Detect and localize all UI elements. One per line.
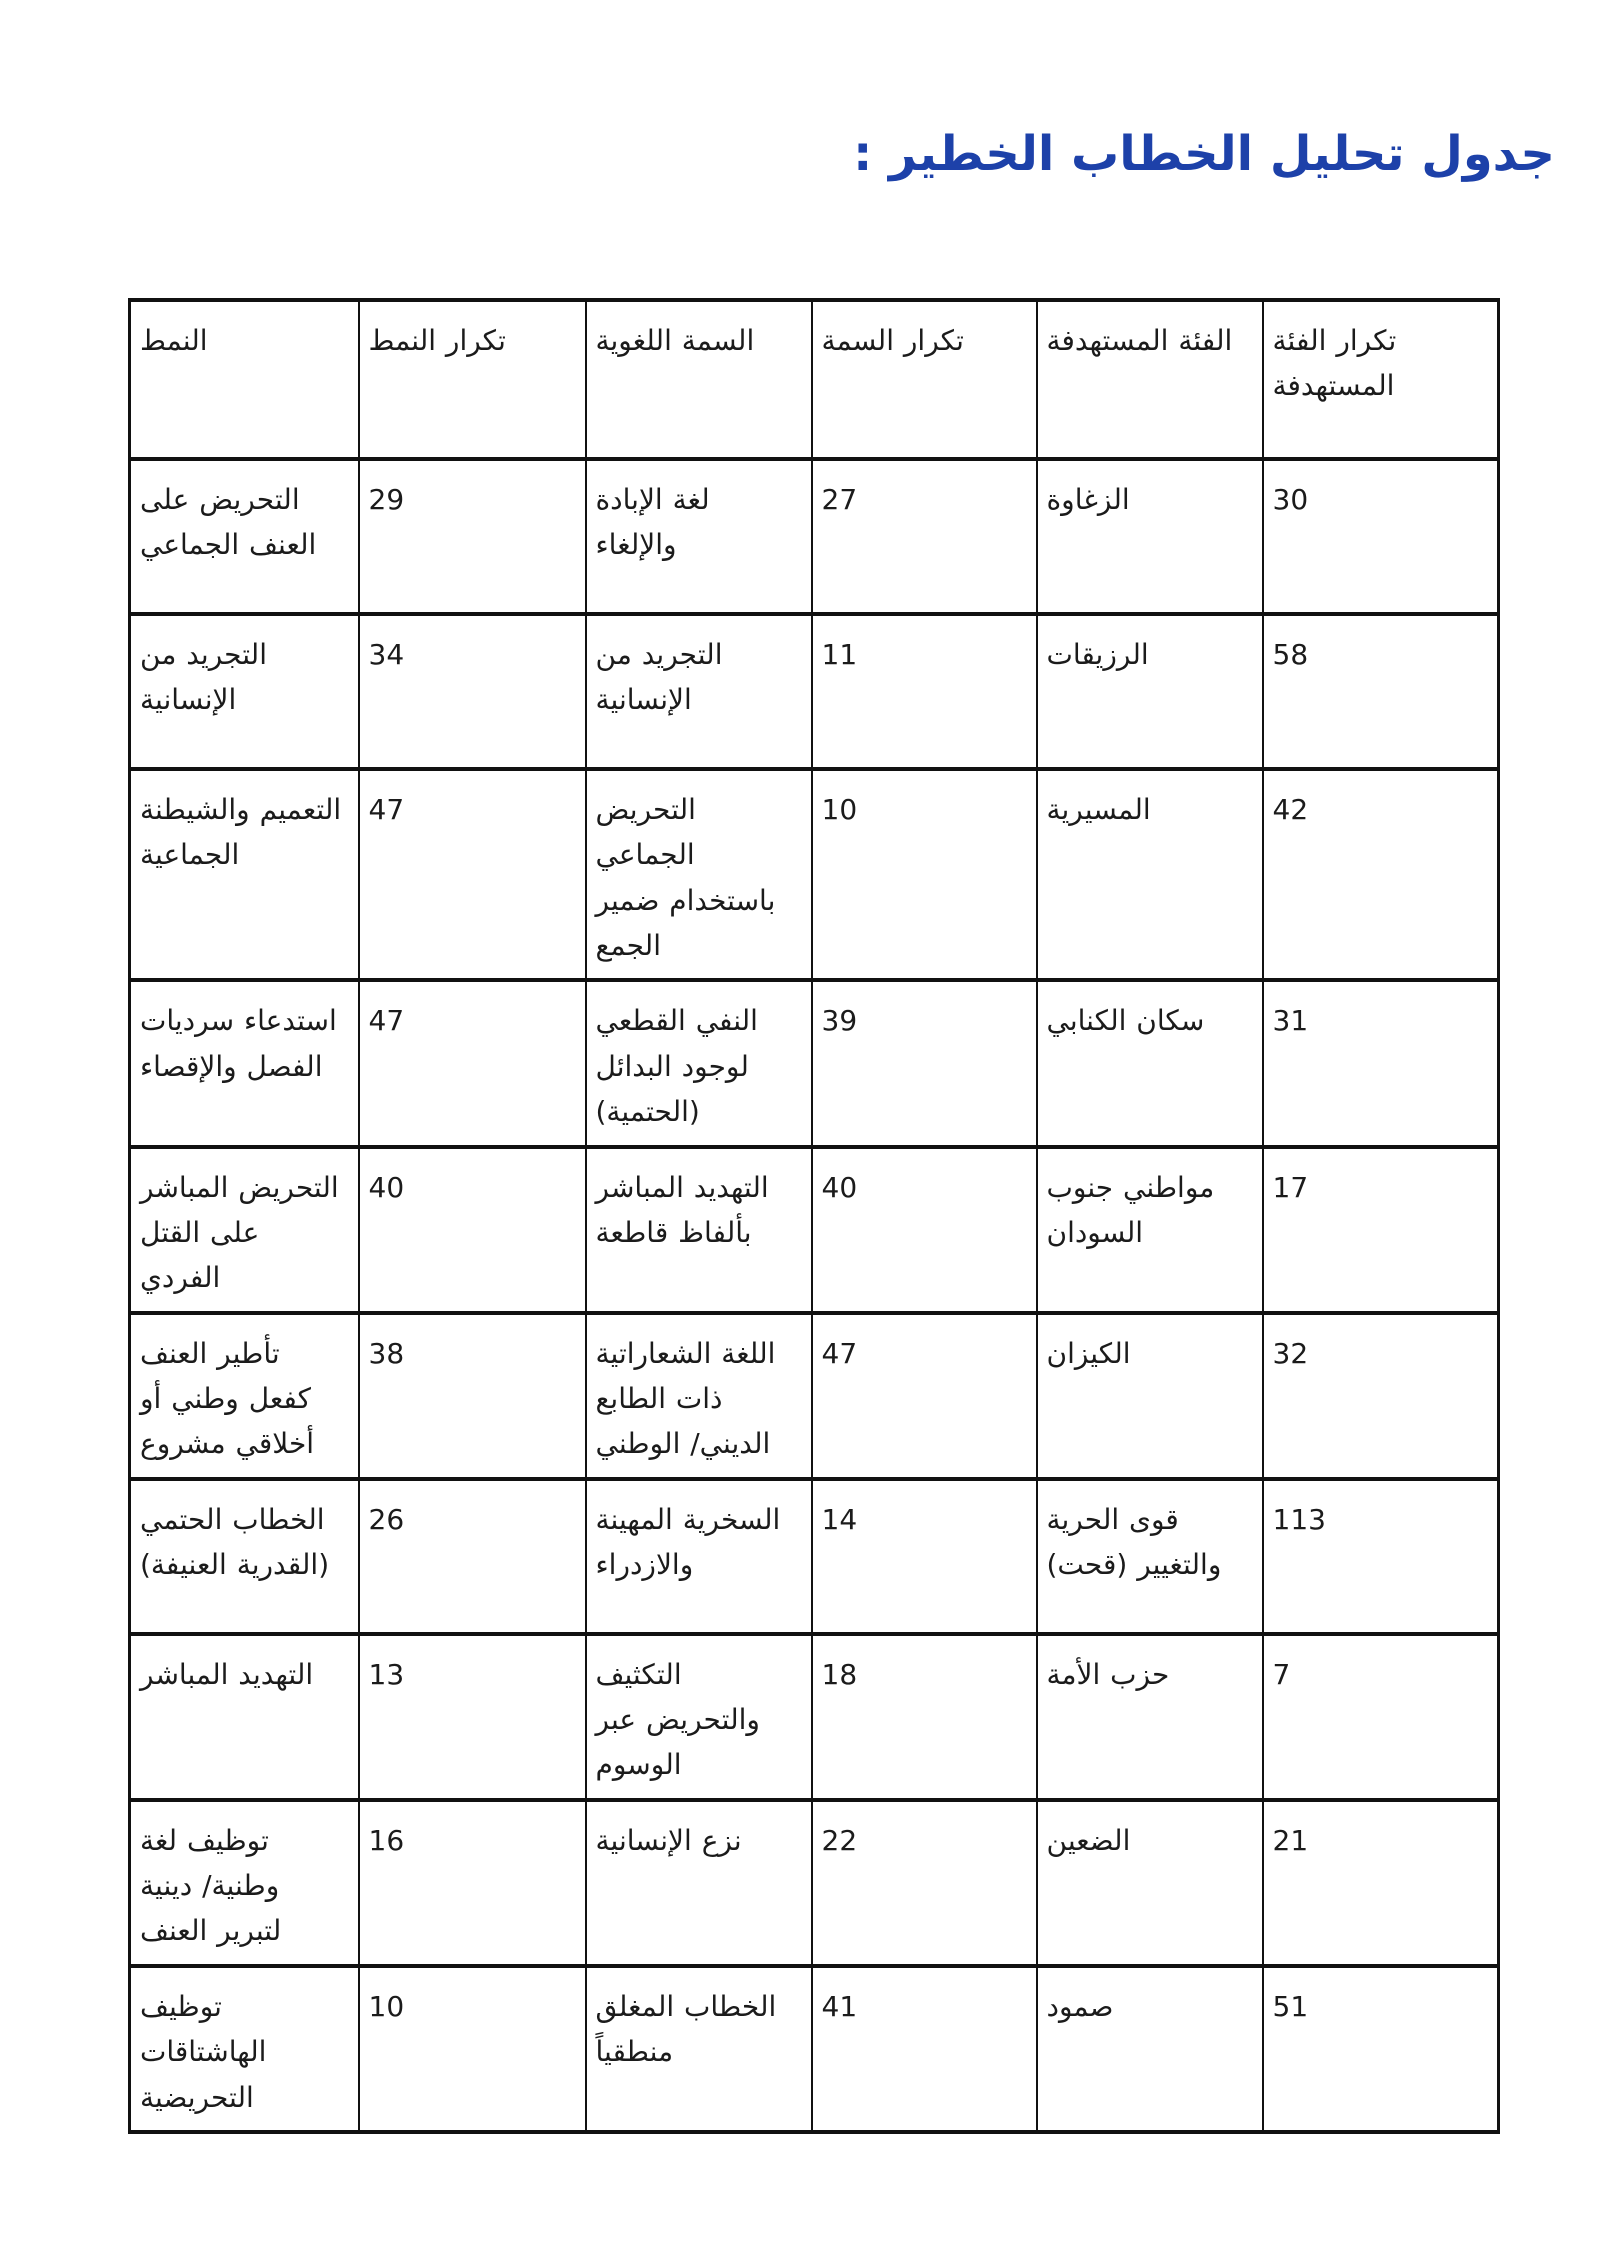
column-header-pattern: النمط [128, 298, 360, 461]
column-header-linguistic-feature: السمة اللغوية [584, 298, 813, 461]
cell-linguistic-feature: الخطاب المغلق منطقياً [584, 1963, 813, 2134]
column-header-pattern-count: تكرار النمط [357, 298, 587, 461]
table-row: التهديد المباشر 13 التكثيف والتحريض عبر … [128, 1631, 1500, 1802]
cell-target-group: المسيرية [1035, 766, 1264, 983]
table-row: توظيف لغة وطنية/ دينية لتبرير العنف 16 ن… [128, 1797, 1500, 1968]
cell-target-group-count: 17 [1261, 1144, 1500, 1315]
cell-pattern-count: 40 [357, 1144, 587, 1315]
table-row: استدعاء سرديات الفصل والإقصاء 47 النفي ا… [128, 978, 1500, 1149]
cell-pattern-count: 10 [357, 1963, 587, 2134]
cell-linguistic-feature: التهديد المباشر بألفاظ قاطعة [584, 1144, 813, 1315]
cell-linguistic-feature: لغة الإبادة والإلغاء [584, 457, 813, 616]
table-row: التعميم والشيطنة الجماعية 47 التحريض الج… [128, 766, 1500, 983]
cell-linguistic-feature: نزع الإنسانية [584, 1797, 813, 1968]
page-title: جدول تحليل الخطاب الخطير : [853, 126, 1555, 182]
cell-target-group-count: 58 [1261, 612, 1500, 771]
cell-target-group-count: 30 [1261, 457, 1500, 616]
cell-pattern: توظيف الهاشتاقات التحريضية [128, 1963, 360, 2134]
cell-feature-count: 11 [810, 612, 1038, 771]
cell-pattern-count: 38 [357, 1310, 587, 1481]
column-header-target-group-count: تكرار الفئة المستهدفة [1261, 298, 1500, 461]
cell-target-group-count: 51 [1261, 1963, 1500, 2134]
cell-target-group: قوى الحرية والتغيير (قحت) [1035, 1476, 1264, 1636]
cell-target-group: الضعين [1035, 1797, 1264, 1968]
discourse-analysis-table: النمط تكرار النمط السمة اللغوية تكرار ال… [128, 298, 1500, 2134]
cell-target-group-count: 32 [1261, 1310, 1500, 1481]
cell-pattern-count: 26 [357, 1476, 587, 1636]
table-row: توظيف الهاشتاقات التحريضية 10 الخطاب الم… [128, 1963, 1500, 2134]
cell-target-group-count: 21 [1261, 1797, 1500, 1968]
cell-pattern-count: 34 [357, 612, 587, 771]
cell-linguistic-feature: التحريض الجماعي باستخدام ضمير الجمع [584, 766, 813, 983]
cell-feature-count: 40 [810, 1144, 1038, 1315]
cell-feature-count: 22 [810, 1797, 1038, 1968]
cell-pattern: التحريض على العنف الجماعي [128, 457, 360, 616]
cell-pattern: تأطير العنف كفعل وطني أو أخلاقي مشروع [128, 1310, 360, 1481]
cell-target-group: الرزيقات [1035, 612, 1264, 771]
cell-pattern-count: 13 [357, 1631, 587, 1802]
cell-target-group: الزغاوة [1035, 457, 1264, 616]
cell-feature-count: 27 [810, 457, 1038, 616]
table-row: الخطاب الحتمي (القدرية العنيفة) 26 السخر… [128, 1476, 1500, 1636]
cell-pattern: التحريض المباشر على القتل الفردي [128, 1144, 360, 1315]
cell-target-group: مواطني جنوب السودان [1035, 1144, 1264, 1315]
cell-feature-count: 10 [810, 766, 1038, 983]
cell-pattern-count: 29 [357, 457, 587, 616]
cell-linguistic-feature: التكثيف والتحريض عبر الوسوم [584, 1631, 813, 1802]
cell-pattern: التعميم والشيطنة الجماعية [128, 766, 360, 983]
cell-target-group-count: 31 [1261, 978, 1500, 1149]
cell-pattern-count: 47 [357, 766, 587, 983]
table-row: التحريض على العنف الجماعي 29 لغة الإبادة… [128, 457, 1500, 616]
cell-feature-count: 18 [810, 1631, 1038, 1802]
cell-feature-count: 39 [810, 978, 1038, 1149]
cell-pattern: التجريد من الإنسانية [128, 612, 360, 771]
cell-target-group: حزب الأمة [1035, 1631, 1264, 1802]
cell-pattern: التهديد المباشر [128, 1631, 360, 1802]
cell-target-group: صمود [1035, 1963, 1264, 2134]
cell-target-group-count: 42 [1261, 766, 1500, 983]
cell-linguistic-feature: السخرية المهينة والازدراء [584, 1476, 813, 1636]
cell-pattern-count: 47 [357, 978, 587, 1149]
cell-pattern: توظيف لغة وطنية/ دينية لتبرير العنف [128, 1797, 360, 1968]
column-header-feature-count: تكرار السمة [810, 298, 1038, 461]
cell-feature-count: 41 [810, 1963, 1038, 2134]
cell-pattern: استدعاء سرديات الفصل والإقصاء [128, 978, 360, 1149]
cell-linguistic-feature: اللغة الشعاراتية ذات الطابع الديني/ الوط… [584, 1310, 813, 1481]
table-row: التجريد من الإنسانية 34 التجريد من الإنس… [128, 612, 1500, 771]
table-row: التحريض المباشر على القتل الفردي 40 الته… [128, 1144, 1500, 1315]
cell-pattern: الخطاب الحتمي (القدرية العنيفة) [128, 1476, 360, 1636]
column-header-target-group: الفئة المستهدفة [1035, 298, 1264, 461]
cell-pattern-count: 16 [357, 1797, 587, 1968]
cell-linguistic-feature: التجريد من الإنسانية [584, 612, 813, 771]
cell-target-group-count: 7 [1261, 1631, 1500, 1802]
cell-feature-count: 14 [810, 1476, 1038, 1636]
cell-feature-count: 47 [810, 1310, 1038, 1481]
cell-target-group: سكان الكنابي [1035, 978, 1264, 1149]
cell-target-group-count: 113 [1261, 1476, 1500, 1636]
table-row: تأطير العنف كفعل وطني أو أخلاقي مشروع 38… [128, 1310, 1500, 1481]
cell-target-group: الكيزان [1035, 1310, 1264, 1481]
cell-linguistic-feature: النفي القطعي لوجود البدائل (الحتمية) [584, 978, 813, 1149]
header-row: النمط تكرار النمط السمة اللغوية تكرار ال… [128, 298, 1500, 461]
